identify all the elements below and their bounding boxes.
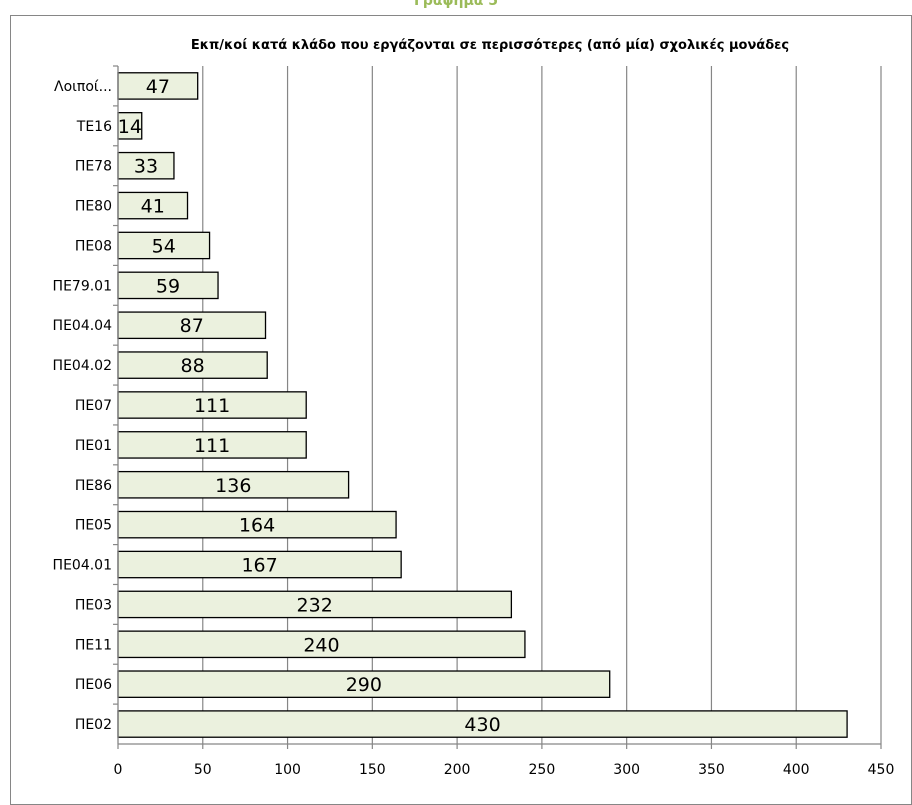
chart-title: Εκπ/κοί κατά κλάδο που εργάζονται σε περ… xyxy=(190,38,790,53)
category-label-τε16: ΤΕ16 xyxy=(76,119,112,135)
category-label-πε03: ΠΕ03 xyxy=(75,597,112,613)
bar-πε04-01 xyxy=(117,550,402,579)
labels: 0 50 100 150 200 250 300 350 400 450 430 ΠΕ02 290 ΠΕ0… xyxy=(53,76,895,778)
bar-πε11 xyxy=(117,630,526,659)
bar-πε06 xyxy=(117,670,611,698)
bar-πε04-04 xyxy=(117,311,267,340)
category-label-πε01: ΠΕ01 xyxy=(75,438,112,454)
data-label-πε78: 33 xyxy=(134,156,158,178)
x-tick-label-100: 100 xyxy=(274,762,301,778)
category-label-πε02: ΠΕ02 xyxy=(75,717,112,733)
category-label-πε79-01: ΠΕ79.01 xyxy=(53,278,112,294)
category-label-πε07: ΠΕ07 xyxy=(75,398,112,414)
category-label-πε78: ΠΕ78 xyxy=(75,159,112,175)
data-label-πε86: 136 xyxy=(215,475,251,497)
data-label-πε06: 290 xyxy=(346,674,382,696)
bar-πε01 xyxy=(117,431,307,459)
bar-πε86 xyxy=(117,470,350,499)
x-tick-label-300: 300 xyxy=(613,762,640,778)
x-tick-label-0: 0 xyxy=(114,762,123,778)
data-label-πε05: 164 xyxy=(239,515,275,537)
category-label-πε04-04: ΠΕ04.04 xyxy=(53,318,113,334)
x-tick-label-200: 200 xyxy=(444,762,471,778)
category-label-πε05: ΠΕ05 xyxy=(75,518,112,534)
category-label-πε08: ΠΕ08 xyxy=(75,238,112,254)
x-tick-label-150: 150 xyxy=(359,762,386,778)
bars xyxy=(117,72,848,738)
data-label-πε80: 41 xyxy=(141,196,165,218)
bar-πε08 xyxy=(117,231,211,260)
data-label-πε01: 111 xyxy=(194,435,230,457)
bar-πε78 xyxy=(117,151,175,180)
data-label-πε04-01: 167 xyxy=(241,555,277,577)
axes xyxy=(113,65,882,749)
category-label-πε06: ΠΕ06 xyxy=(75,677,112,693)
figure-caption: Γράφημα 5 xyxy=(413,0,498,9)
x-tick-label-400: 400 xyxy=(783,762,810,778)
data-label-πε11: 240 xyxy=(303,634,339,656)
data-label-λοιποί: 47 xyxy=(146,76,170,98)
data-label-πε08: 54 xyxy=(152,235,176,257)
category-label-πε86: ΠΕ86 xyxy=(75,478,112,494)
x-tick-label-50: 50 xyxy=(194,762,212,778)
bar-πε04-02 xyxy=(117,351,268,379)
category-label-πε04-01: ΠΕ04.01 xyxy=(53,558,112,574)
bar-πε07 xyxy=(117,391,307,419)
bar-πε02 xyxy=(117,710,848,738)
data-label-πε03: 232 xyxy=(297,594,333,616)
x-tick-label-450: 450 xyxy=(868,762,895,778)
data-label-πε04-04: 87 xyxy=(180,315,204,337)
data-label-πε79-01: 59 xyxy=(156,275,180,297)
category-label-πε80: ΠΕ80 xyxy=(75,199,112,215)
data-label-πε04-02: 88 xyxy=(181,355,205,377)
data-label-πε07: 111 xyxy=(194,395,230,417)
bar-πε03 xyxy=(117,590,513,619)
category-label-πε11: ΠΕ11 xyxy=(75,637,112,653)
bar-πε05 xyxy=(117,510,397,539)
x-tick-label-250: 250 xyxy=(529,762,556,778)
data-label-τε16: 14 xyxy=(118,116,142,138)
x-tick-label-350: 350 xyxy=(698,762,725,778)
category-label-πε04-02: ΠΕ04.02 xyxy=(53,358,112,374)
category-label-λοιποί: Λοιποί... xyxy=(54,79,112,95)
bar-πε80 xyxy=(117,191,189,220)
data-label-πε02: 430 xyxy=(464,714,500,736)
